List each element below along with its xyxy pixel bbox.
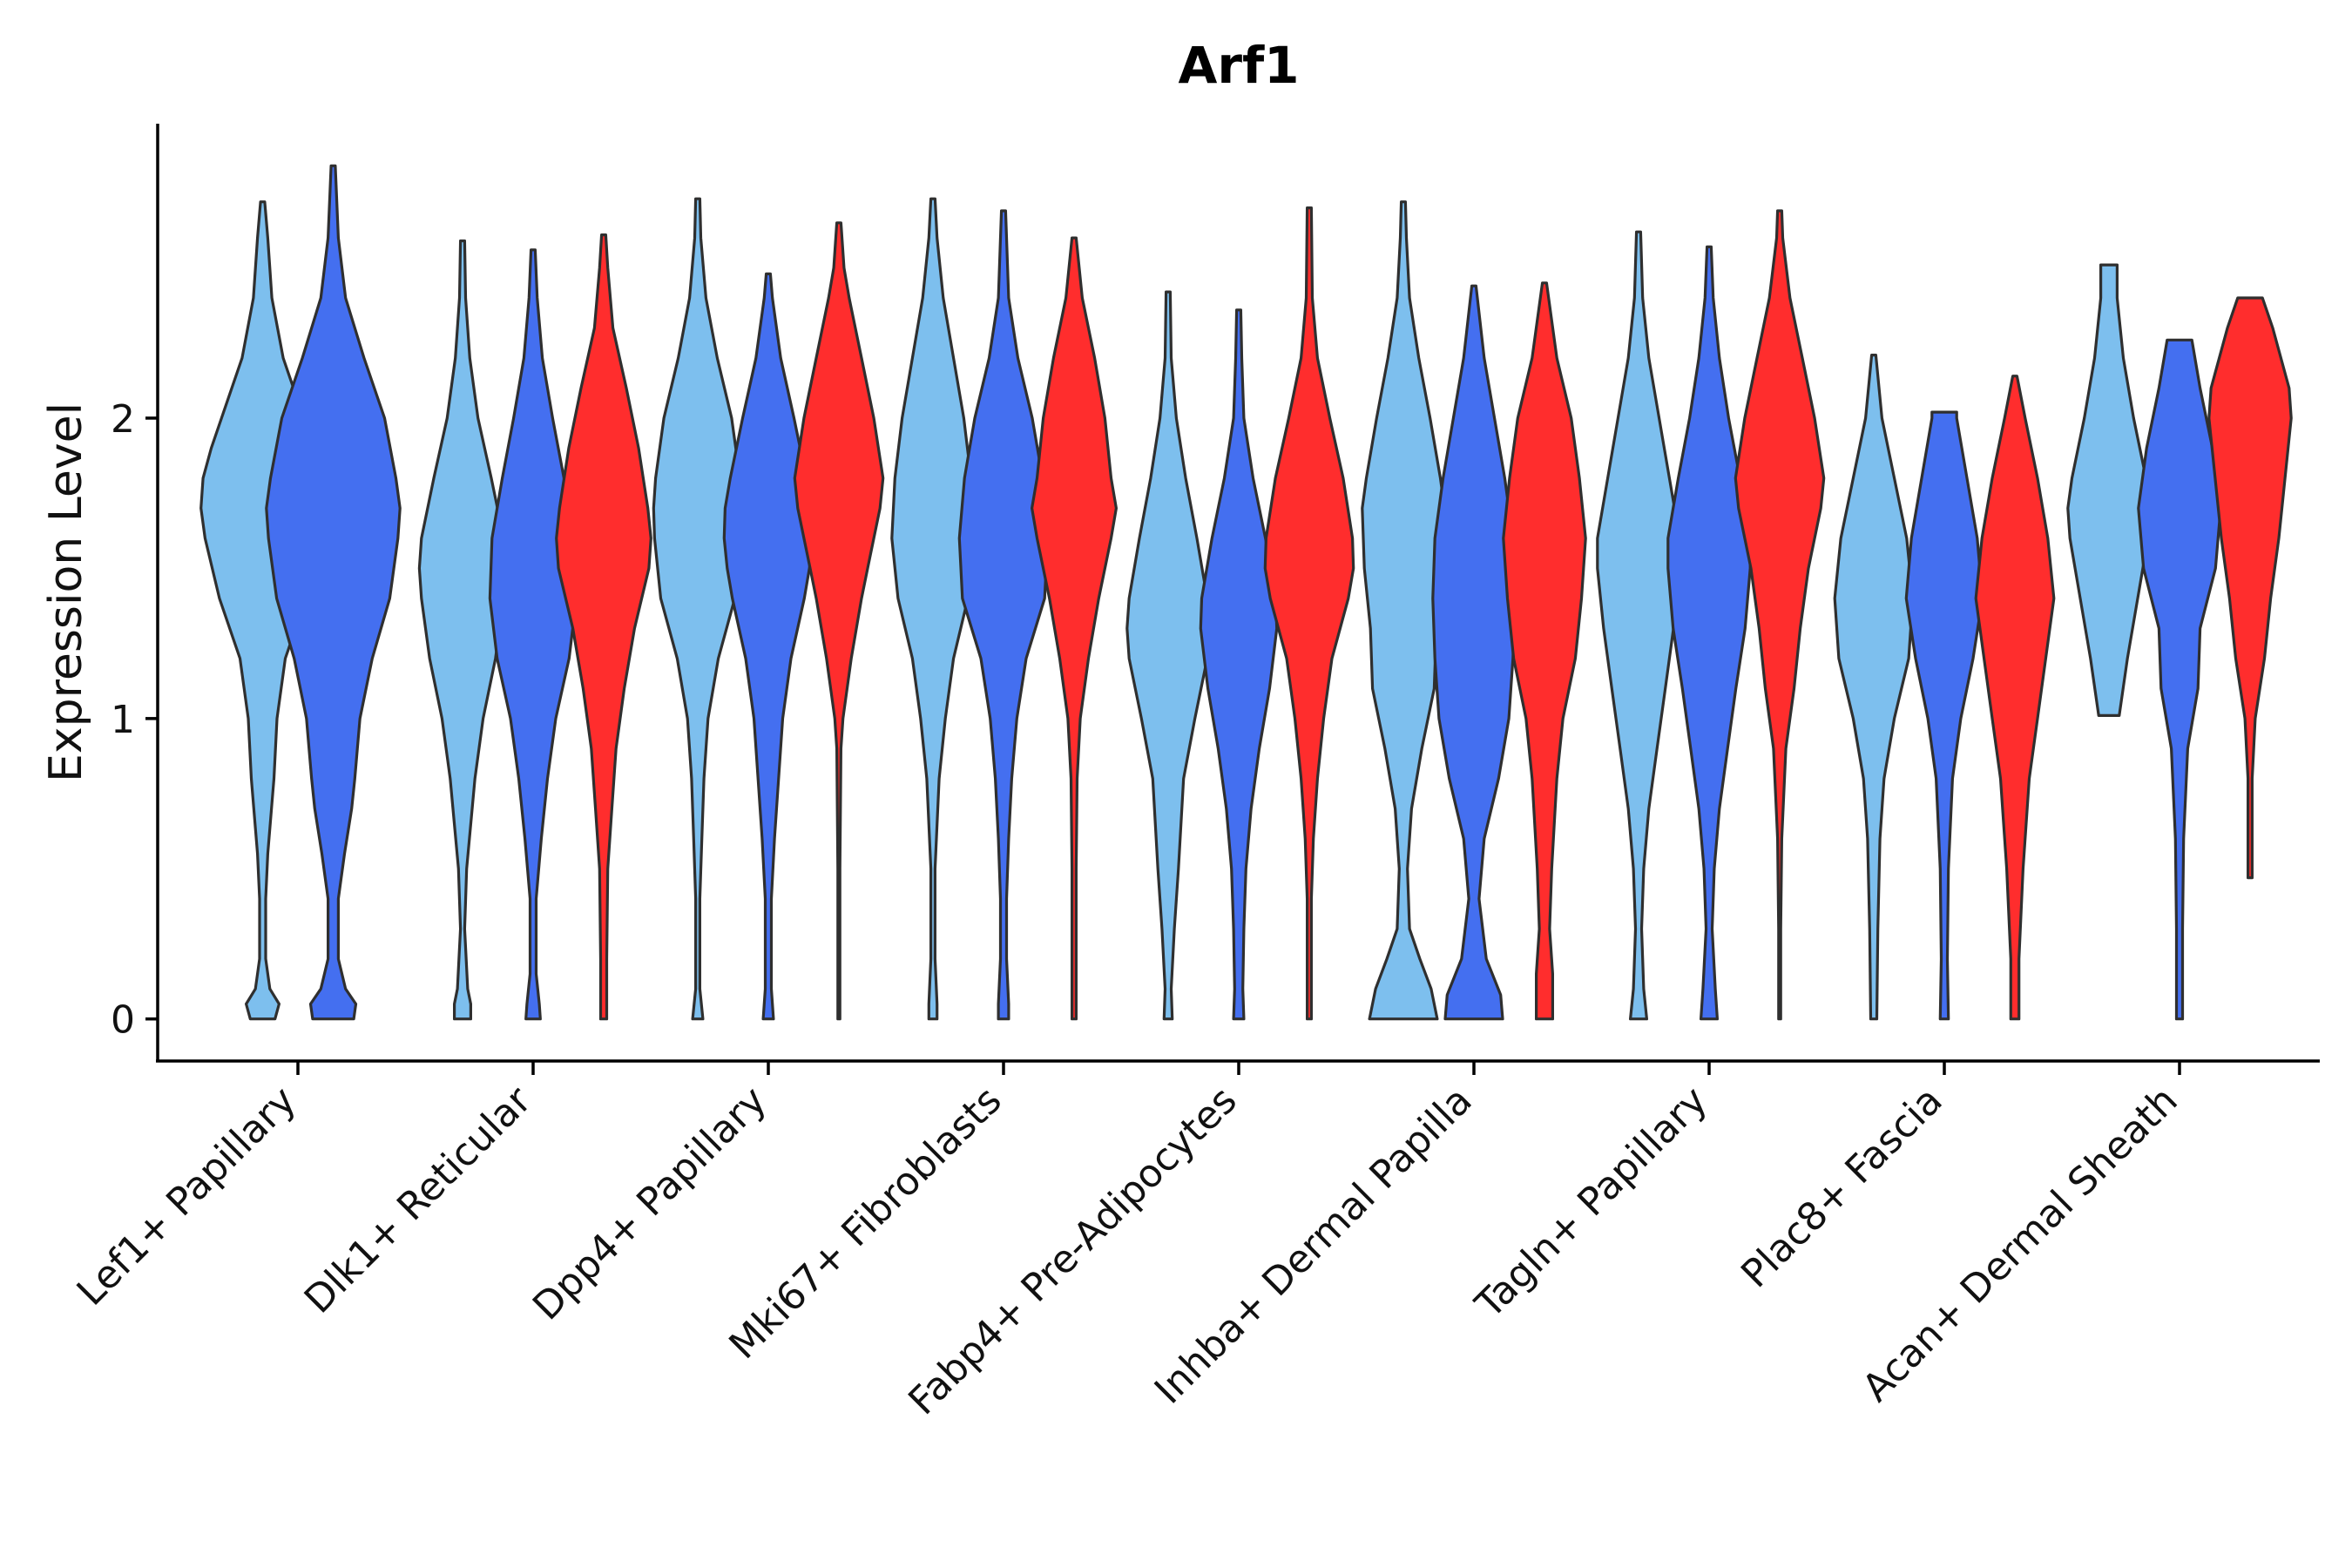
violin-4-1 bbox=[890, 197, 976, 1021]
violin-9-1 bbox=[2066, 263, 2152, 717]
violin-4-2 bbox=[957, 209, 1050, 1021]
x-tick-label-8: Plac8+ Fascia bbox=[1733, 1078, 1951, 1297]
violin-9-2 bbox=[2137, 338, 2222, 1021]
violin-6-2 bbox=[1431, 284, 1517, 1021]
violin-8-1 bbox=[1833, 354, 1915, 1021]
violin-7-1 bbox=[1596, 230, 1681, 1021]
x-tick-label-1: Lef1+ Papillary bbox=[69, 1078, 305, 1315]
y-tick-label-1: 1 bbox=[111, 698, 135, 742]
violin-3-3 bbox=[793, 221, 885, 1021]
violin-9-3 bbox=[2207, 296, 2293, 880]
violin-8-2 bbox=[1904, 410, 1984, 1021]
x-tick-label-7: Tagln+ Papillary bbox=[1467, 1078, 1716, 1328]
violin-2-1 bbox=[417, 239, 508, 1021]
violin-3-1 bbox=[652, 197, 744, 1021]
violin-7-2 bbox=[1666, 245, 1752, 1021]
y-axis-title: Expression Level bbox=[40, 402, 92, 782]
violins-layer bbox=[199, 164, 2293, 1021]
violin-7-3 bbox=[1734, 209, 1826, 1021]
violin-5-3 bbox=[1263, 206, 1355, 1021]
violin-2-3 bbox=[555, 233, 652, 1021]
violin-6-3 bbox=[1502, 281, 1587, 1021]
violin-4-3 bbox=[1031, 236, 1118, 1021]
violin-1-2 bbox=[265, 164, 402, 1021]
violin-8-3 bbox=[1974, 375, 2056, 1021]
violin-3-2 bbox=[722, 272, 814, 1021]
violin-5-1 bbox=[1125, 290, 1211, 1021]
violin-2-2 bbox=[488, 248, 578, 1021]
x-tick-label-2: Dlk1+ Reticular bbox=[296, 1078, 541, 1322]
y-tick-label-0: 0 bbox=[111, 998, 135, 1043]
violin-5-2 bbox=[1199, 308, 1279, 1021]
x-tick-label-3: Dpp4+ Papillary bbox=[524, 1078, 775, 1329]
chart-title: Arf1 bbox=[1178, 36, 1299, 95]
y-ticks-layer: 0 1 2 bbox=[111, 397, 158, 1043]
violin-6-1 bbox=[1361, 200, 1446, 1021]
y-tick-label-2: 2 bbox=[111, 397, 135, 442]
